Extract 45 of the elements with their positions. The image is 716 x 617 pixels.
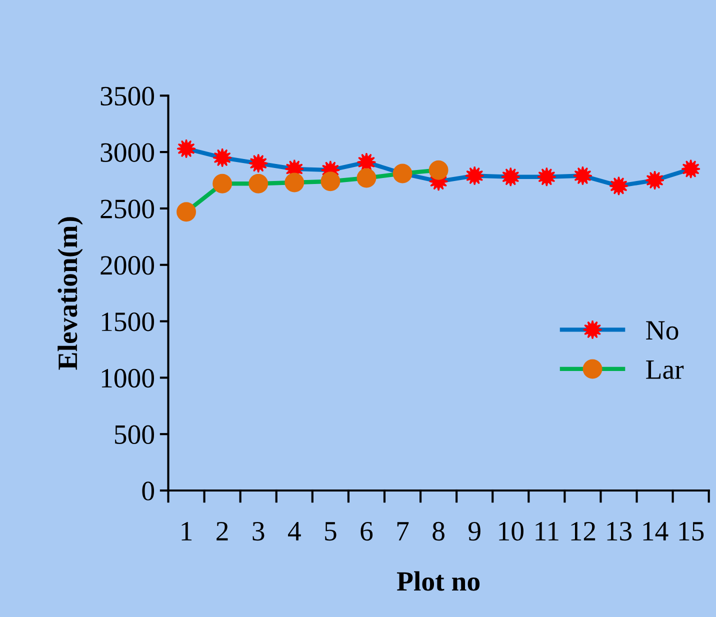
x-tick-label: 1 <box>182 522 192 540</box>
x-tick-label: 6 <box>360 522 373 541</box>
legend-label: Lar <box>646 360 684 379</box>
point <box>356 152 376 172</box>
x-tick-label: 10 <box>499 522 524 541</box>
y-tick-label: 2500 <box>100 200 154 218</box>
point <box>464 166 484 186</box>
point <box>609 176 628 196</box>
y-tick-label: 3500 <box>100 86 154 106</box>
x-tick-label: 5 <box>325 522 336 541</box>
y-tick-label: 500 <box>115 425 154 444</box>
legend-label: No <box>646 321 678 340</box>
x-tick-label: 2 <box>216 522 228 540</box>
point <box>681 159 701 179</box>
point <box>284 172 304 192</box>
y-tick-label: 3000 <box>100 143 154 162</box>
x-tick-label: 14 <box>643 522 668 540</box>
x-tick-label: 12 <box>571 522 596 540</box>
point <box>572 166 592 186</box>
x-tick-label: 8 <box>432 522 444 541</box>
y-tick-label: 1500 <box>102 312 154 332</box>
point <box>500 167 520 187</box>
x-axis-title: Plot no <box>396 571 480 591</box>
point <box>356 168 376 188</box>
point <box>212 174 232 194</box>
y-tick-label: 0 <box>142 482 154 500</box>
x-tick-label: 3 <box>252 522 264 541</box>
y-tick-label: 1000 <box>102 368 154 388</box>
x-tick-label: 11 <box>536 522 558 540</box>
point <box>645 170 665 190</box>
point <box>176 138 196 158</box>
y-axis-title: Elevation(m) <box>58 217 83 370</box>
y-tick-label: 2000 <box>100 256 154 275</box>
x-tick-label: 13 <box>607 522 632 541</box>
point <box>320 172 340 192</box>
point <box>536 167 556 187</box>
point <box>428 160 448 180</box>
point <box>248 154 268 174</box>
x-tick-label: 9 <box>468 522 480 541</box>
x-tick-label: 7 <box>397 522 409 540</box>
point <box>248 174 268 194</box>
point <box>212 148 232 168</box>
point <box>176 202 196 222</box>
x-tick-label: 4 <box>288 522 301 540</box>
x-tick-label: 15 <box>679 522 704 541</box>
